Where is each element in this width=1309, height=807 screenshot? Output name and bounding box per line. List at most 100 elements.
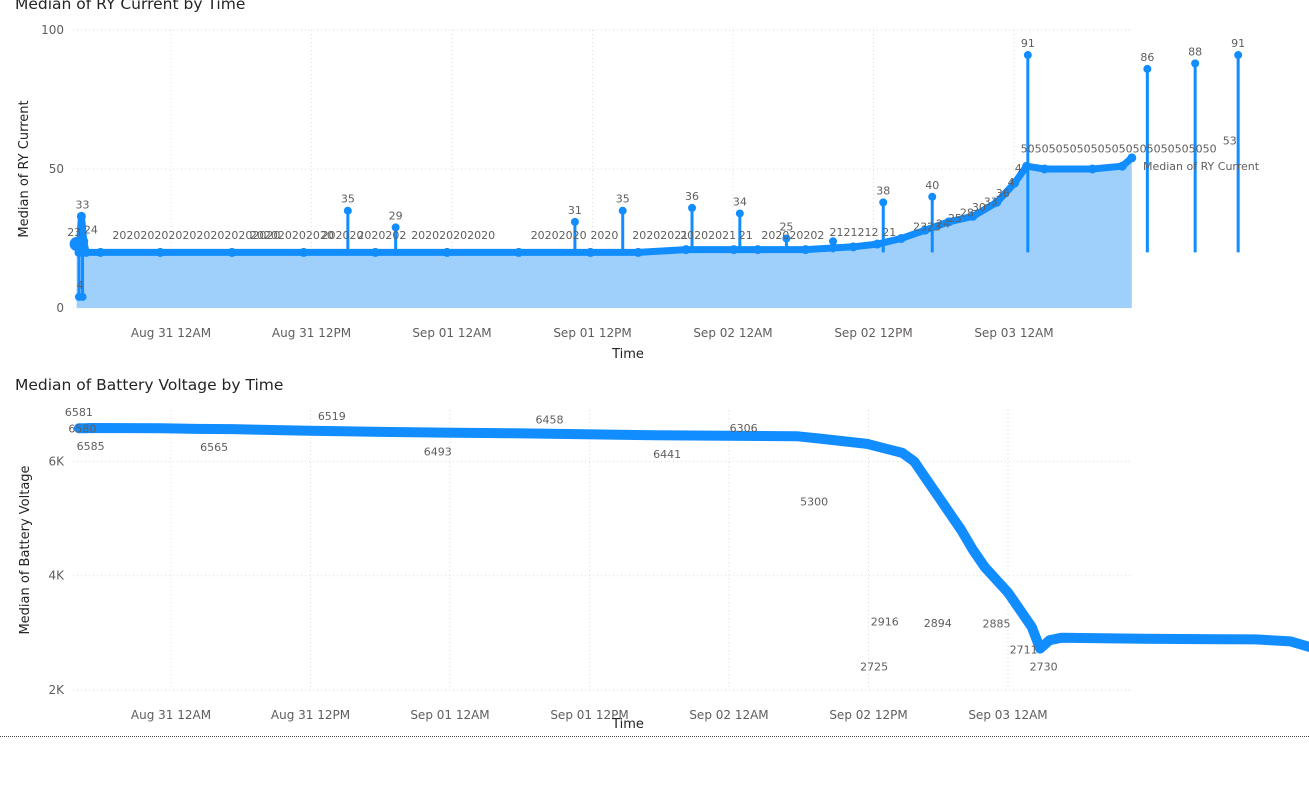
data-label: 4 (1008, 176, 1015, 189)
data-point (1117, 161, 1127, 171)
x-tick-label: Sep 03 12AM (968, 708, 1047, 722)
data-label: 38 (876, 184, 890, 197)
data-point (801, 245, 811, 255)
page-divider (0, 736, 1309, 737)
data-label: 6580 (68, 422, 96, 435)
data-label: 2894 (924, 617, 952, 630)
data-label: 6306 (730, 422, 758, 435)
y-tick-label: 4K (48, 569, 65, 583)
data-point (227, 247, 237, 257)
data-label: 4 (77, 279, 84, 292)
data-label: 25 (779, 221, 793, 234)
data-point (618, 206, 627, 215)
data-point (735, 209, 744, 218)
x-axis-title: Time (611, 347, 644, 362)
data-point (81, 247, 91, 257)
data-label: 4 (1015, 162, 1022, 175)
x-tick-label: Sep 03 12AM (974, 326, 1053, 340)
data-label: 88 (1188, 45, 1202, 58)
data-label: 2916 (871, 616, 899, 629)
data-label: 91 (1231, 37, 1245, 50)
data-point (570, 217, 579, 226)
x-tick-label: Sep 02 12AM (689, 708, 768, 722)
data-label: 202020202020 (411, 229, 495, 242)
data-point (753, 245, 763, 255)
data-label: 40 (925, 179, 939, 192)
data-label: 29 (389, 209, 403, 222)
data-point (1023, 51, 1032, 60)
y-tick-label: 50 (49, 162, 64, 176)
data-point (782, 234, 791, 243)
data-label: 6565 (200, 441, 228, 454)
data-point (155, 247, 165, 257)
data-point (95, 247, 105, 257)
data-label: 5300 (800, 495, 828, 508)
data-label: 25 (948, 212, 962, 225)
data-label: 20202021 (632, 229, 688, 242)
area-fill (76, 157, 1132, 308)
data-point (1127, 153, 1137, 163)
data-label: 6458 (535, 413, 563, 426)
data-point (585, 247, 595, 257)
data-label: 2885 (983, 617, 1011, 630)
current-chart-title: Median of RY Current by Time (15, 0, 246, 13)
x-tick-label: Sep 01 12AM (412, 326, 491, 340)
data-label: 28 (960, 207, 974, 220)
data-point (848, 242, 858, 252)
y-tick-label: 0 (56, 301, 64, 315)
data-point (928, 192, 937, 201)
x-tick-label: Sep 02 12PM (834, 326, 912, 340)
data-label: 202020 (322, 229, 364, 242)
data-point (1143, 64, 1152, 73)
data-label: 2725 (860, 661, 888, 674)
data-label: 6441 (653, 448, 681, 461)
data-point (76, 211, 86, 221)
data-label: 202020202020 (250, 229, 334, 242)
x-tick-label: Aug 31 12AM (131, 708, 211, 722)
data-label: 35 (341, 193, 355, 206)
y-tick-label: 6K (48, 454, 65, 468)
data-label: 23 (67, 226, 81, 239)
data-label: 2323 (913, 221, 941, 234)
data-point (688, 203, 697, 212)
x-tick-label: Sep 01 12PM (550, 708, 628, 722)
data-label: 21 (882, 226, 896, 239)
data-point (872, 239, 882, 249)
data-label: 2121212 (829, 226, 878, 239)
data-label: 2730 (1030, 660, 1058, 673)
x-tick-label: Aug 31 12AM (131, 326, 211, 340)
ry-current-chart[interactable]: Aug 31 12AM Aug 31 12PM Sep 01 12AM Sep 01 … (17, 23, 1260, 362)
voltage-chart-title: Median of Battery Voltage by Time (15, 376, 284, 394)
x-tick-label: Sep 02 12PM (829, 708, 907, 722)
data-label: 2020 (590, 229, 618, 242)
data-label: 6581 (65, 406, 93, 419)
data-point (1234, 51, 1243, 60)
data-label: 5050505050505050505050505050 (1021, 143, 1217, 156)
data-label: 2711 (1010, 643, 1038, 656)
data-point (391, 223, 400, 232)
y-axis-title: Median of RY Current (17, 100, 32, 237)
data-label: 34 (733, 195, 747, 208)
data-label: 36 (685, 190, 699, 203)
data-label: 202020202 (761, 229, 824, 242)
data-point (968, 211, 978, 221)
data-point (829, 237, 838, 246)
data-label: 35 (616, 193, 630, 206)
data-label: 53 (1223, 134, 1237, 147)
x-tick-label: Sep 02 12AM (693, 326, 772, 340)
data-label: 6585 (77, 440, 105, 453)
x-tick-label: Aug 31 12PM (271, 708, 350, 722)
data-point (896, 234, 906, 243)
battery-voltage-chart[interactable]: Aug 31 12AM Aug 31 12PM Sep 01 12AM Sep 01 … (18, 406, 1309, 732)
data-point (1087, 164, 1097, 174)
data-label: 24 (84, 223, 98, 236)
data-point (370, 247, 380, 257)
x-tick-label: Sep 01 12AM (410, 708, 489, 722)
data-label: 86 (1140, 51, 1154, 64)
y-tick-label: 2K (48, 683, 65, 697)
x-tick-label: Sep 01 12PM (553, 326, 631, 340)
data-point (69, 237, 84, 252)
data-point (514, 247, 524, 257)
data-label: 6493 (424, 445, 452, 458)
